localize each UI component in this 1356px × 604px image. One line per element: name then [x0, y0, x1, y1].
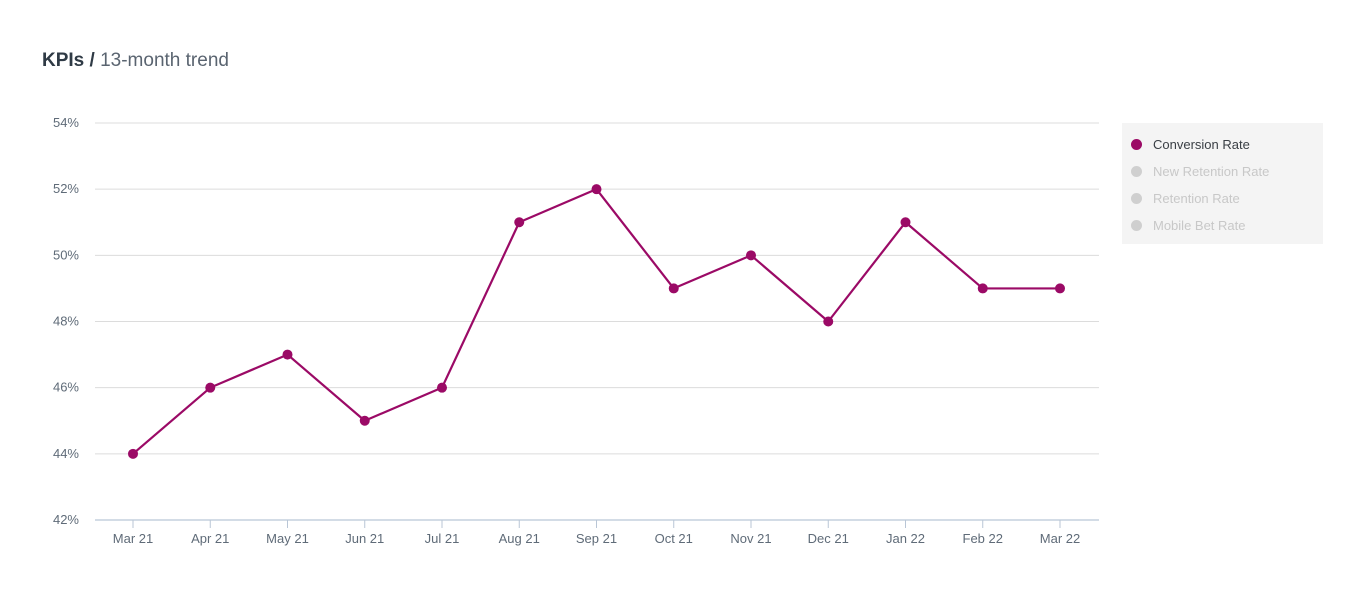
- x-tick-label: Jun 21: [345, 531, 384, 546]
- title-separator: /: [89, 50, 95, 71]
- y-tick-label: 54%: [53, 115, 79, 130]
- data-point: [977, 283, 988, 294]
- legend-label: Mobile Bet Rate: [1153, 217, 1246, 233]
- legend-label: Conversion Rate: [1153, 136, 1250, 152]
- legend-item-new-retention-rate[interactable]: New Retention Rate: [1131, 162, 1269, 180]
- x-tick-label: Mar 21: [113, 531, 153, 546]
- data-point: [823, 316, 834, 327]
- legend-item-conversion-rate[interactable]: Conversion Rate: [1131, 135, 1250, 153]
- legend-marker: [1131, 192, 1142, 204]
- y-tick-label: 44%: [53, 446, 79, 461]
- x-tick-label: Oct 21: [655, 531, 693, 546]
- y-tick-label: 52%: [53, 181, 79, 196]
- y-tick-label: 46%: [53, 380, 79, 395]
- line-chart: 42% 44% 46% 48% 50% 52% 54% Mar 21 Apr 21 May 21 J…: [53, 115, 1099, 546]
- legend-label: Retention Rate: [1153, 190, 1240, 206]
- legend-label: New Retention Rate: [1153, 163, 1270, 179]
- title-kpis: KPIs: [42, 50, 85, 71]
- x-tick-label: Jul 21: [425, 531, 460, 546]
- data-point: [514, 217, 525, 228]
- title-subtitle: 13-month trend: [100, 50, 229, 71]
- legend: Conversion Rate New Retention Rate Reten…: [1122, 123, 1323, 244]
- x-tick-label: Feb 22: [963, 531, 1003, 546]
- data-point: [128, 448, 138, 459]
- y-tick-label: 48%: [53, 314, 79, 329]
- data-point: [1055, 283, 1065, 294]
- data-point: [900, 217, 911, 228]
- x-tick-label: Jan 22: [886, 531, 925, 546]
- x-tick-label: Aug 21: [499, 531, 540, 546]
- data-point: [746, 250, 756, 261]
- x-tick-label: Nov 21: [730, 531, 771, 546]
- legend-marker: [1131, 138, 1142, 150]
- y-tick-label: 42%: [53, 512, 79, 527]
- x-tick-label: May 21: [266, 531, 309, 546]
- data-point: [591, 184, 602, 195]
- legend-item-retention-rate[interactable]: Retention Rate: [1131, 189, 1240, 207]
- x-tick-label: Sep 21: [576, 531, 617, 546]
- x-tick-label: Apr 21: [191, 531, 229, 546]
- data-point: [359, 415, 370, 426]
- data-point: [668, 283, 679, 294]
- legend-item-mobile-bet-rate[interactable]: Mobile Bet Rate: [1131, 216, 1246, 234]
- legend-marker: [1131, 165, 1142, 177]
- data-point: [205, 382, 216, 393]
- data-point: [437, 382, 447, 393]
- x-tick-label: Dec 21: [808, 531, 849, 546]
- x-tick-label: Mar 22: [1040, 531, 1080, 546]
- data-point: [282, 349, 293, 360]
- legend-marker: [1131, 219, 1142, 231]
- y-tick-label: 50%: [53, 247, 79, 262]
- chart-title: KPIs / 13-month trend: [42, 50, 229, 72]
